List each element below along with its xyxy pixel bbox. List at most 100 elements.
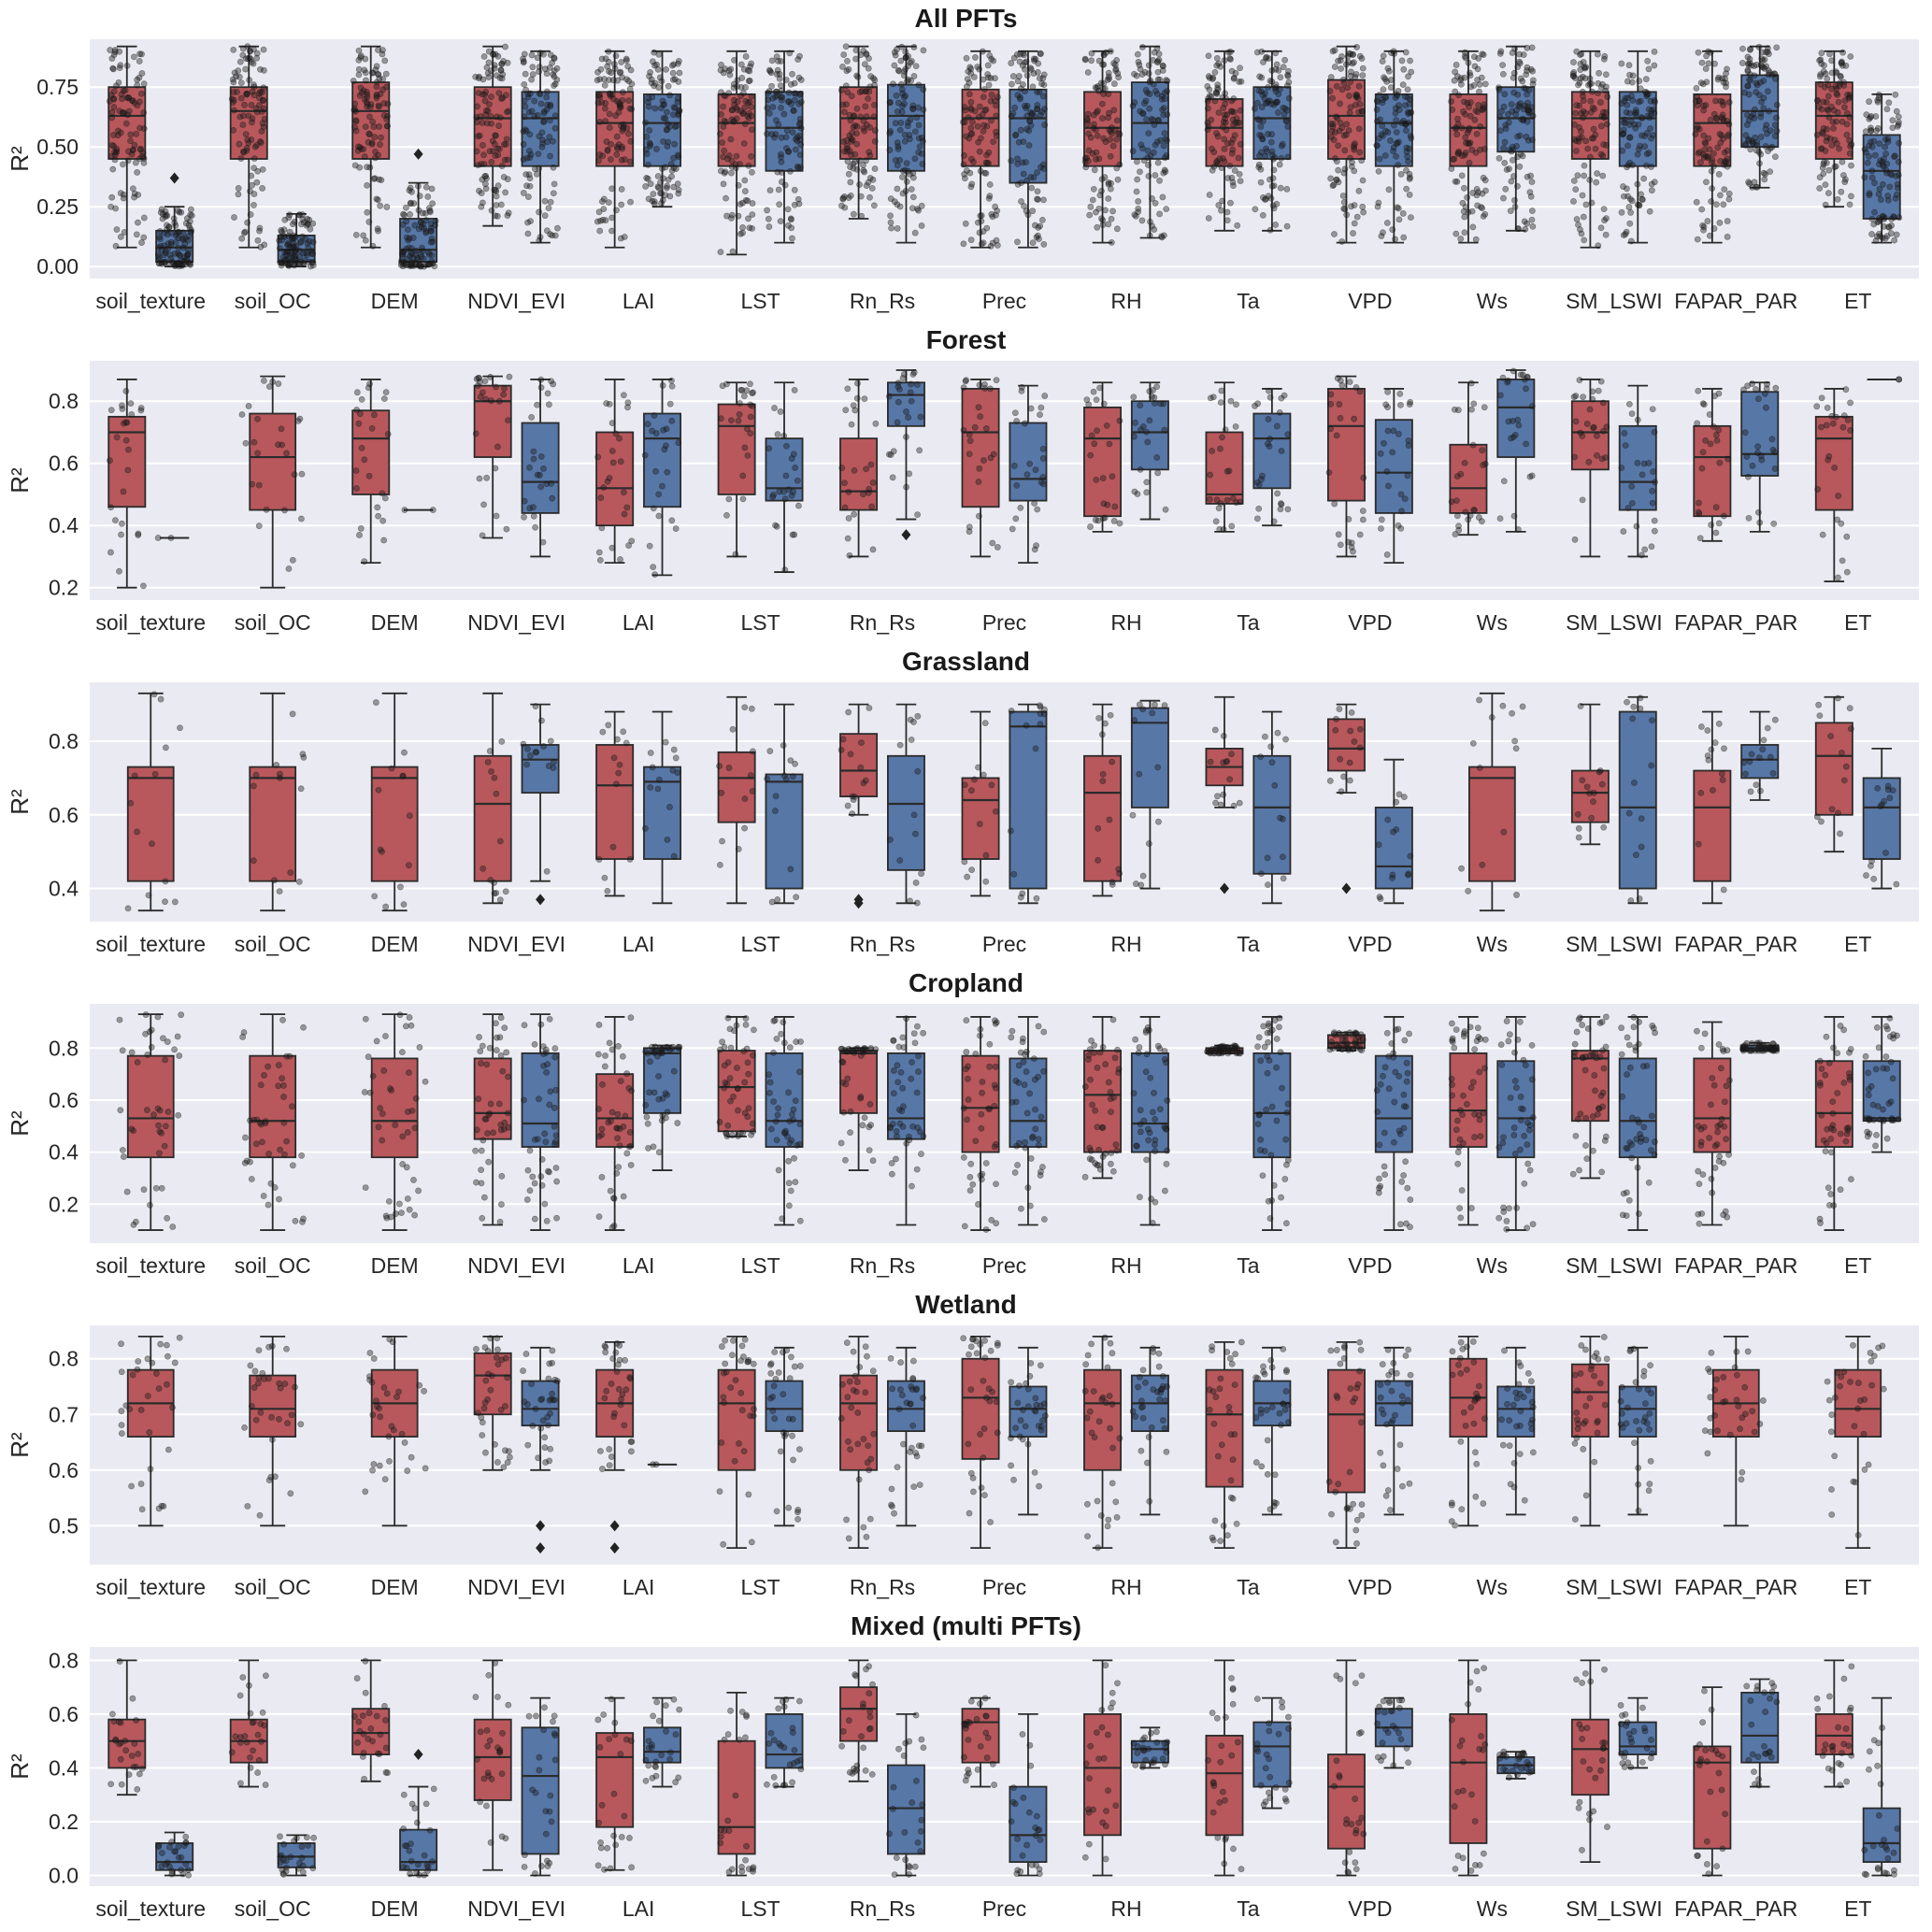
data-point — [381, 494, 389, 502]
data-point — [132, 1218, 139, 1225]
data-point — [271, 877, 278, 884]
data-point — [118, 531, 124, 538]
data-point — [1349, 60, 1356, 67]
data-point — [1696, 535, 1704, 542]
data-point — [608, 185, 616, 193]
data-point — [1893, 173, 1900, 179]
data-point — [1820, 68, 1827, 75]
data-point — [961, 858, 968, 866]
data-point — [1230, 182, 1237, 190]
data-point — [1693, 125, 1700, 133]
data-point — [405, 236, 412, 244]
data-point — [278, 233, 285, 240]
data-point — [351, 162, 359, 169]
data-point — [1818, 818, 1825, 825]
data-point — [602, 105, 608, 112]
data-point — [287, 243, 293, 250]
data-point — [1133, 188, 1140, 195]
data-point — [1034, 195, 1040, 203]
data-point — [1108, 239, 1115, 246]
data-point — [1724, 234, 1731, 240]
data-point — [1753, 79, 1760, 87]
data-point — [297, 785, 305, 793]
data-point — [1893, 191, 1900, 198]
data-point — [1816, 57, 1823, 64]
data-point — [894, 1133, 900, 1140]
data-point — [1358, 55, 1366, 62]
data-point — [350, 78, 357, 84]
data-point — [1509, 143, 1516, 150]
data-point — [107, 92, 115, 99]
data-point — [1359, 64, 1367, 72]
data-point — [1578, 109, 1585, 117]
data-point — [978, 1124, 985, 1132]
data-point — [1220, 759, 1227, 766]
data-point — [281, 259, 289, 266]
data-point — [1825, 93, 1832, 100]
data-point — [1868, 127, 1875, 135]
data-point — [484, 69, 492, 77]
data-point — [106, 97, 113, 105]
data-point — [894, 383, 902, 391]
data-point — [737, 1129, 744, 1137]
data-point — [1753, 781, 1760, 789]
data-point — [993, 112, 1000, 120]
data-point — [1519, 78, 1526, 85]
data-point — [781, 495, 789, 503]
data-point — [739, 109, 747, 117]
data-point — [887, 1123, 894, 1131]
data-point — [841, 479, 848, 487]
data-point — [355, 143, 362, 150]
data-point — [536, 165, 543, 172]
data-point — [908, 1075, 915, 1082]
data-point — [1099, 222, 1107, 228]
data-point — [773, 88, 780, 95]
data-point — [412, 260, 419, 266]
data-point — [1636, 146, 1642, 153]
data-point — [531, 1215, 538, 1223]
data-point — [1084, 120, 1091, 127]
data-point — [351, 123, 358, 131]
data-point — [280, 1082, 287, 1089]
data-point — [159, 215, 166, 222]
data-point — [487, 1100, 494, 1108]
data-point — [549, 232, 556, 239]
data-point — [900, 1044, 908, 1051]
data-point — [605, 1119, 612, 1126]
data-point — [1100, 91, 1107, 97]
data-point — [175, 261, 182, 268]
data-point — [1105, 1079, 1112, 1086]
data-point — [403, 218, 410, 225]
data-point — [1145, 62, 1152, 69]
data-point — [1217, 399, 1224, 407]
data-point — [660, 175, 666, 182]
data-point — [1130, 1090, 1138, 1097]
data-point — [774, 92, 781, 99]
data-point — [774, 66, 781, 74]
data-point — [493, 202, 500, 208]
data-point — [1580, 59, 1587, 65]
data-point — [1023, 159, 1029, 166]
data-point — [406, 1014, 413, 1021]
data-point — [1396, 390, 1404, 397]
data-point — [131, 190, 138, 197]
data-point — [1768, 436, 1776, 443]
data-point — [903, 483, 910, 491]
data-point — [1500, 145, 1508, 152]
data-point — [785, 89, 793, 96]
data-point — [125, 94, 133, 102]
data-point — [488, 67, 494, 75]
data-point — [794, 1141, 801, 1149]
data-point — [406, 235, 413, 242]
data-point — [1019, 890, 1026, 897]
data-point — [657, 179, 664, 186]
data-point — [966, 135, 973, 142]
data-point — [1327, 74, 1335, 80]
data-point — [1279, 853, 1286, 861]
data-point — [1092, 516, 1099, 523]
data-point — [1102, 1150, 1109, 1157]
data-point — [547, 101, 554, 108]
data-point — [1457, 80, 1465, 88]
data-point — [1258, 74, 1266, 81]
data-point — [903, 1139, 910, 1147]
